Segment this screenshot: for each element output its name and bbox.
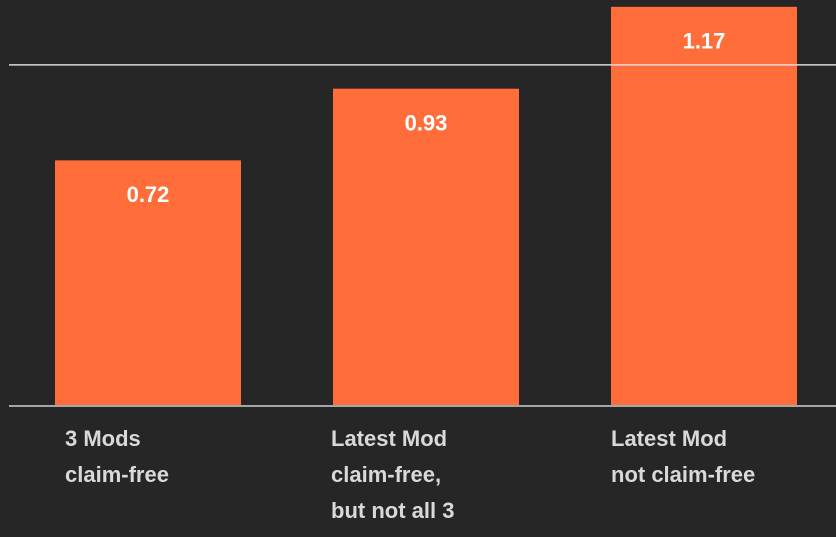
bar <box>611 6 797 407</box>
bar <box>333 88 519 407</box>
x-tick-label: but not all 3 <box>331 498 454 523</box>
x-tick-label: Latest Mod <box>611 426 727 451</box>
bar <box>55 160 241 406</box>
value-label: 1.17 <box>683 29 726 54</box>
value-label: 0.72 <box>127 182 170 207</box>
x-tick-label: claim-free, <box>331 462 441 487</box>
x-tick-label: 3 Mods <box>65 426 141 451</box>
x-tick-label: Latest Mod <box>331 426 447 451</box>
value-label: 0.93 <box>405 111 448 136</box>
x-tick-label: claim-free <box>65 462 169 487</box>
x-tick-label: not claim-free <box>611 462 755 487</box>
